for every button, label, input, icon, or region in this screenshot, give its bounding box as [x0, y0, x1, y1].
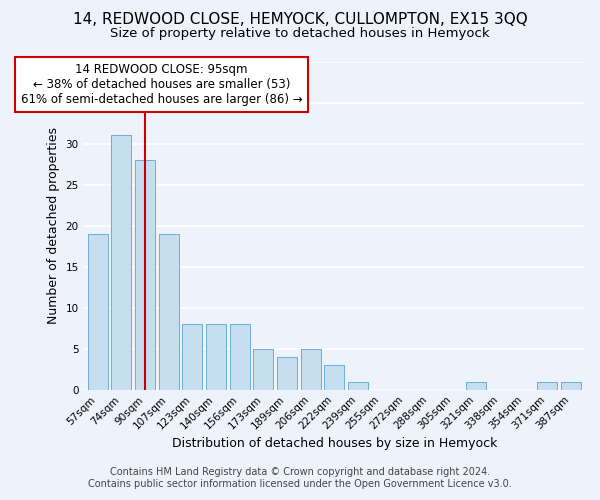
Bar: [111, 136, 131, 390]
Bar: [301, 348, 320, 390]
Bar: [158, 234, 179, 390]
Bar: [348, 382, 368, 390]
Bar: [561, 382, 581, 390]
Bar: [253, 348, 273, 390]
Text: Size of property relative to detached houses in Hemyock: Size of property relative to detached ho…: [110, 28, 490, 40]
Bar: [206, 324, 226, 390]
Bar: [88, 234, 107, 390]
Bar: [135, 160, 155, 390]
Bar: [182, 324, 202, 390]
X-axis label: Distribution of detached houses by size in Hemyock: Distribution of detached houses by size …: [172, 437, 497, 450]
Text: 14, REDWOOD CLOSE, HEMYOCK, CULLOMPTON, EX15 3QQ: 14, REDWOOD CLOSE, HEMYOCK, CULLOMPTON, …: [73, 12, 527, 28]
Bar: [230, 324, 250, 390]
Bar: [277, 357, 297, 390]
Bar: [324, 365, 344, 390]
Bar: [537, 382, 557, 390]
Text: 14 REDWOOD CLOSE: 95sqm
← 38% of detached houses are smaller (53)
61% of semi-de: 14 REDWOOD CLOSE: 95sqm ← 38% of detache…: [20, 63, 302, 106]
Text: Contains HM Land Registry data © Crown copyright and database right 2024.
Contai: Contains HM Land Registry data © Crown c…: [88, 468, 512, 489]
Y-axis label: Number of detached properties: Number of detached properties: [47, 127, 60, 324]
Bar: [466, 382, 486, 390]
